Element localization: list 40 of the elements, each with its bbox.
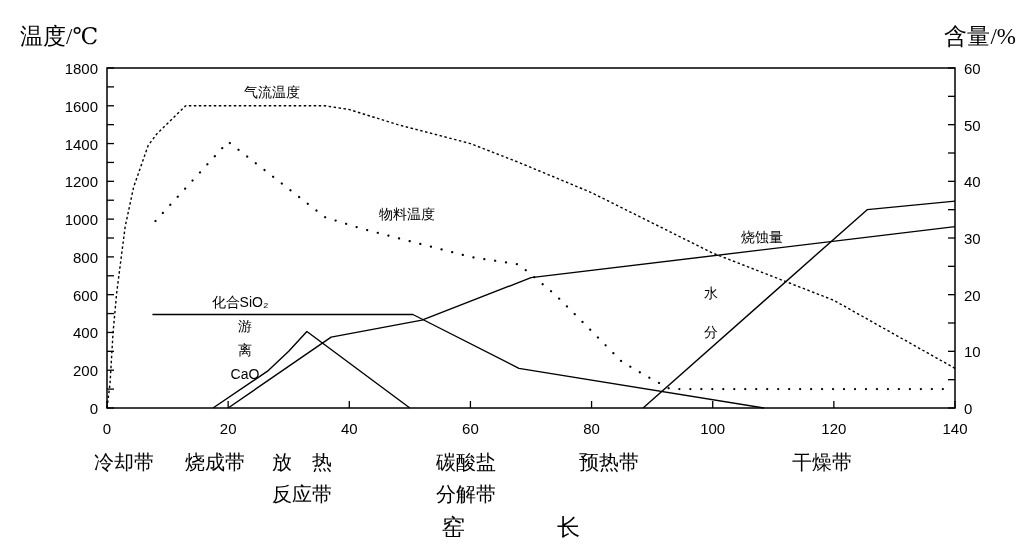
y-tick-label: 800 xyxy=(72,248,98,266)
y2-tick-label: 60 xyxy=(964,59,981,77)
x-tick-label: 0 xyxy=(102,419,112,437)
y-tick-label: 200 xyxy=(72,361,98,379)
annotation: 冷却带 xyxy=(94,451,154,473)
y2-tick-label: 10 xyxy=(964,342,981,360)
y-tick-label: 600 xyxy=(72,286,98,304)
series-name: 物料温度 xyxy=(379,206,435,222)
y2-tick-label: 20 xyxy=(964,286,981,304)
x-tick-label: 120 xyxy=(821,419,847,437)
y2-axis-title: 含量/% xyxy=(944,23,1016,49)
series-name: 烧蚀量 xyxy=(741,229,783,245)
x-axis-title: 窑 长 xyxy=(442,514,580,540)
y2-tick-label: 40 xyxy=(964,172,981,190)
y-tick-label: 400 xyxy=(72,323,98,341)
annotation: 放 热反应带 xyxy=(272,451,332,505)
y-tick-label: 1000 xyxy=(64,210,98,228)
x-tick-label: 20 xyxy=(219,419,237,437)
x-tick-label: 100 xyxy=(700,419,726,437)
y-tick-label: 1600 xyxy=(64,97,98,115)
annotation: 预热带 xyxy=(579,451,639,473)
y-tick-label: 1800 xyxy=(64,59,98,77)
y2-tick-label: 50 xyxy=(964,116,981,134)
annotation: 烧成带 xyxy=(185,451,245,473)
x-tick-label: 40 xyxy=(340,419,358,437)
series-name: 游离CaO xyxy=(230,318,260,382)
annotation: 干燥带 xyxy=(792,451,852,473)
y-tick-label: 0 xyxy=(89,399,98,417)
x-tick-label: 80 xyxy=(583,419,600,437)
annotation: 碳酸盐分解带 xyxy=(436,451,496,505)
series-name: 气流温度 xyxy=(244,84,300,100)
y-tick-label: 1200 xyxy=(64,172,98,190)
x-tick-label: 140 xyxy=(942,419,968,437)
x-tick-label: 60 xyxy=(462,419,479,437)
y-tick-label: 1400 xyxy=(64,135,98,153)
series-name: 化合SiO₂ xyxy=(211,294,269,310)
y2-tick-label: 0 xyxy=(964,399,973,417)
y2-tick-label: 30 xyxy=(964,229,981,247)
y-axis-title: 温度/℃ xyxy=(20,23,99,49)
series-name: 水分 xyxy=(704,284,718,340)
